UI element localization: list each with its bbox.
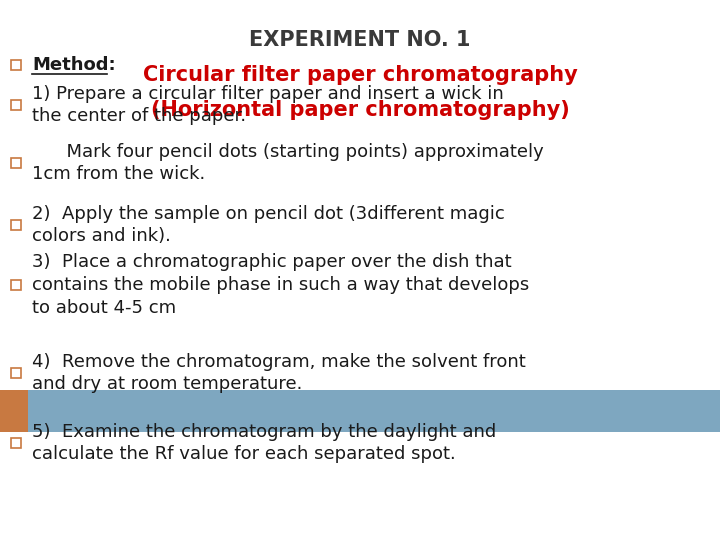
Bar — [11, 158, 21, 168]
Text: Method:: Method: — [32, 56, 116, 74]
Bar — [11, 280, 21, 290]
Text: 3)  Place a chromatographic paper over the dish that
contains the mobile phase i: 3) Place a chromatographic paper over th… — [32, 253, 529, 317]
Text: 2)  Apply the sample on pencil dot (3different magic
colors and ink).: 2) Apply the sample on pencil dot (3diff… — [32, 205, 505, 246]
Text: Mark four pencil dots (starting points) approximately
1cm from the wick.: Mark four pencil dots (starting points) … — [32, 143, 544, 184]
Text: 4)  Remove the chromatogram, make the solvent front
and dry at room temperature.: 4) Remove the chromatogram, make the sol… — [32, 353, 526, 394]
Bar — [11, 100, 21, 110]
Text: 1) Prepare a circular filter paper and insert a wick in
the center of the paper.: 1) Prepare a circular filter paper and i… — [32, 85, 504, 125]
Text: EXPERIMENT NO. 1: EXPERIMENT NO. 1 — [249, 30, 471, 50]
Bar — [11, 60, 21, 70]
Bar — [11, 368, 21, 378]
Text: Circular filter paper chromatography: Circular filter paper chromatography — [143, 65, 577, 85]
Bar — [11, 220, 21, 230]
Text: 5)  Examine the chromatogram by the daylight and
calculate the Rf value for each: 5) Examine the chromatogram by the dayli… — [32, 422, 496, 463]
Bar — [0, 390, 28, 432]
Bar — [28, 390, 720, 432]
Text: (Horizontal paper chromatography): (Horizontal paper chromatography) — [150, 100, 570, 120]
Bar — [11, 438, 21, 448]
